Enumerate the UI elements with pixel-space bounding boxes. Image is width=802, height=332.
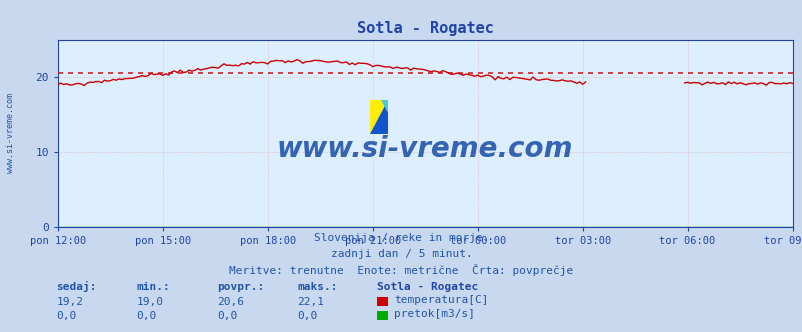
Text: zadnji dan / 5 minut.: zadnji dan / 5 minut.	[330, 249, 472, 259]
Text: Meritve: trenutne  Enote: metrične  Črta: povprečje: Meritve: trenutne Enote: metrične Črta: …	[229, 264, 573, 276]
Text: 20,6: 20,6	[217, 297, 244, 307]
Text: 19,0: 19,0	[136, 297, 164, 307]
Text: temperatura[C]: temperatura[C]	[394, 295, 488, 305]
Text: 19,2: 19,2	[56, 297, 83, 307]
Text: Sotla - Rogatec: Sotla - Rogatec	[377, 283, 478, 292]
Text: maks.:: maks.:	[297, 283, 337, 292]
Text: www.si-vreme.com: www.si-vreme.com	[277, 135, 573, 163]
Text: 0,0: 0,0	[217, 311, 237, 321]
Text: pretok[m3/s]: pretok[m3/s]	[394, 309, 475, 319]
Text: 22,1: 22,1	[297, 297, 324, 307]
Text: Slovenija / reke in morje.: Slovenija / reke in morje.	[314, 233, 488, 243]
Polygon shape	[370, 100, 388, 133]
Text: povpr.:: povpr.:	[217, 283, 264, 292]
Title: Sotla - Rogatec: Sotla - Rogatec	[356, 21, 493, 36]
Text: 0,0: 0,0	[136, 311, 156, 321]
Text: 0,0: 0,0	[56, 311, 76, 321]
Text: www.si-vreme.com: www.si-vreme.com	[6, 93, 15, 173]
Polygon shape	[381, 100, 388, 113]
Text: min.:: min.:	[136, 283, 170, 292]
Text: sedaj:: sedaj:	[56, 282, 96, 292]
Polygon shape	[370, 100, 388, 133]
Text: 0,0: 0,0	[297, 311, 317, 321]
